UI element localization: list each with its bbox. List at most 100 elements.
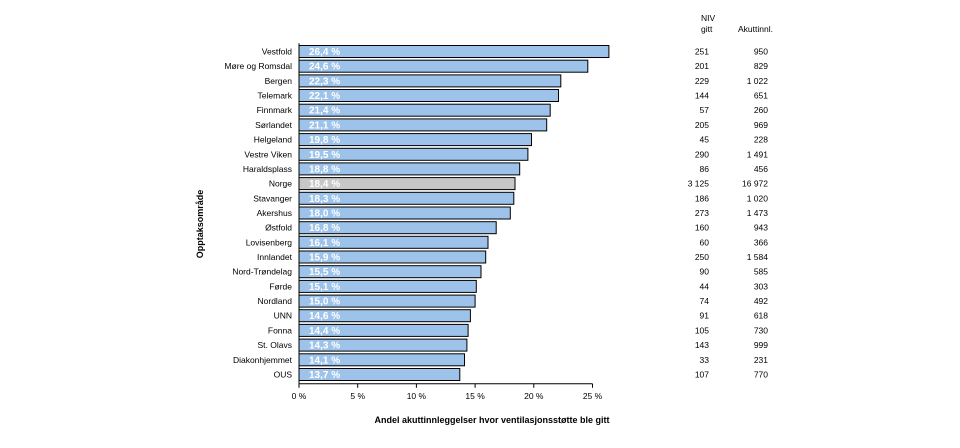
category-label: Bergen bbox=[265, 76, 293, 86]
akutt-value: 16 972 bbox=[742, 179, 768, 189]
category-label: OUS bbox=[274, 370, 293, 380]
akutt-value: 969 bbox=[754, 120, 768, 130]
bar-value-label: 13,7 % bbox=[309, 370, 340, 381]
niv-value: 86 bbox=[700, 164, 710, 174]
bar-value-label: 14,3 % bbox=[309, 341, 340, 352]
bar-value-label: 18,3 % bbox=[309, 194, 340, 205]
bar-value-label: 16,1 % bbox=[309, 238, 340, 249]
akutt-value: 366 bbox=[754, 237, 768, 247]
akutt-header: Akuttinnl. bbox=[738, 24, 773, 34]
niv-header-line1: NIV bbox=[701, 13, 716, 23]
category-label: Finnmark bbox=[257, 105, 293, 115]
category-label: Møre og Romsdal bbox=[224, 61, 292, 71]
bar-value-label: 14,6 % bbox=[309, 311, 340, 322]
category-label: Sørlandet bbox=[255, 120, 292, 130]
niv-value: 74 bbox=[700, 296, 710, 306]
category-label: Vestfold bbox=[262, 47, 293, 57]
category-label: Vestre Viken bbox=[244, 149, 292, 159]
akutt-value: 829 bbox=[754, 61, 768, 71]
category-label: Norge bbox=[269, 179, 292, 189]
bar-value-label: 24,6 % bbox=[309, 62, 340, 73]
y-axis-title: Opptaksområde bbox=[195, 190, 205, 259]
bar-value-label: 18,4 % bbox=[309, 179, 340, 190]
akutt-value: 1 491 bbox=[747, 149, 769, 159]
niv-value: 250 bbox=[695, 252, 709, 262]
niv-value: 160 bbox=[695, 223, 709, 233]
niv-value: 186 bbox=[695, 193, 709, 203]
category-label: Fonna bbox=[268, 325, 292, 335]
akutt-value: 1 022 bbox=[747, 76, 769, 86]
akutt-value: 943 bbox=[754, 223, 768, 233]
x-tick-label: 0 % bbox=[292, 391, 307, 401]
category-label: St. Olavs bbox=[258, 340, 292, 350]
akutt-value: 651 bbox=[754, 91, 768, 101]
bar-value-label: 18,0 % bbox=[309, 209, 340, 220]
bar-value-label: 16,8 % bbox=[309, 223, 340, 234]
bar-value-label: 15,0 % bbox=[309, 297, 340, 308]
axes-layer: Vestfold Møre og Romsdal Bergen Telemark Fin… bbox=[224, 43, 603, 401]
category-label: Haraldsplass bbox=[243, 164, 292, 174]
bar-value-label: 15,9 % bbox=[309, 253, 340, 264]
x-axis-title: Andel akuttinnleggelser hvor ventilasjon… bbox=[374, 415, 609, 425]
category-label: Østfold bbox=[265, 223, 292, 233]
akutt-value: 228 bbox=[754, 135, 768, 145]
bar-value-label: 19,8 % bbox=[309, 135, 340, 146]
bar-value-label: 26,4 % bbox=[309, 47, 340, 58]
niv-value: 143 bbox=[695, 340, 709, 350]
category-label: Akershus bbox=[257, 208, 292, 218]
akutt-value: 231 bbox=[754, 355, 768, 365]
x-tick-label: 20 % bbox=[524, 391, 544, 401]
akutt-value: 492 bbox=[754, 296, 768, 306]
bar-value-label: 15,1 % bbox=[309, 282, 340, 293]
akutt-value: 1 584 bbox=[747, 252, 769, 262]
niv-value: 33 bbox=[700, 355, 710, 365]
niv-value: 90 bbox=[700, 267, 710, 277]
x-tick-label: 10 % bbox=[407, 391, 427, 401]
niv-value: 91 bbox=[700, 311, 710, 321]
niv-value: 3 125 bbox=[688, 179, 710, 189]
niv-value: 107 bbox=[695, 370, 709, 380]
bar-value-label: 14,1 % bbox=[309, 355, 340, 366]
bar-value-label: 21,4 % bbox=[309, 106, 340, 117]
category-label: Nordland bbox=[258, 296, 293, 306]
akutt-value: 260 bbox=[754, 105, 768, 115]
x-tick-label: 25 % bbox=[583, 391, 603, 401]
akutt-value: 1 020 bbox=[747, 193, 769, 203]
bar-value-label: 15,5 % bbox=[309, 267, 340, 278]
category-label: Telemark bbox=[258, 91, 293, 101]
bar-value-label: 22,3 % bbox=[309, 76, 340, 87]
akutt-value: 770 bbox=[754, 370, 768, 380]
bar-vestfold bbox=[298, 45, 610, 58]
niv-value: 144 bbox=[695, 91, 709, 101]
bar-møre-og-romsdal bbox=[298, 59, 589, 73]
category-label: Stavanger bbox=[253, 193, 292, 203]
niv-value: 45 bbox=[700, 135, 710, 145]
bars-layer: 26,4 % 24,6 % 22,3 % 22,1 % 21,4 % 21,1 % 19,8… bbox=[298, 45, 610, 381]
akutt-value: 303 bbox=[754, 281, 768, 291]
niv-value: 290 bbox=[695, 149, 709, 159]
akutt-value: 950 bbox=[754, 47, 768, 57]
niv-value: 201 bbox=[695, 61, 709, 71]
niv-value: 229 bbox=[695, 76, 709, 86]
category-label: Helgeland bbox=[254, 135, 293, 145]
niv-value: 273 bbox=[695, 208, 709, 218]
akutt-value: 730 bbox=[754, 325, 768, 335]
bar-value-label: 21,1 % bbox=[309, 120, 340, 131]
bar-value-label: 19,5 % bbox=[309, 150, 340, 161]
x-tick-label: 5 % bbox=[350, 391, 365, 401]
table-layer: 251 950 201 829 229 1 022 144 651 57 260 205 969 45 2… bbox=[688, 13, 773, 380]
category-label: Førde bbox=[269, 281, 292, 291]
akutt-value: 1 473 bbox=[747, 208, 769, 218]
bar-value-label: 14,4 % bbox=[309, 326, 340, 337]
x-tick-label: 15 % bbox=[465, 391, 485, 401]
niv-value: 105 bbox=[695, 325, 709, 335]
akutt-value: 618 bbox=[754, 311, 768, 321]
niv-value: 251 bbox=[695, 47, 709, 57]
bar-value-label: 22,1 % bbox=[309, 91, 340, 102]
niv-value: 44 bbox=[700, 281, 710, 291]
bar-value-label: 18,8 % bbox=[309, 164, 340, 175]
niv-value: 205 bbox=[695, 120, 709, 130]
akutt-value: 456 bbox=[754, 164, 768, 174]
niv-value: 57 bbox=[700, 105, 710, 115]
